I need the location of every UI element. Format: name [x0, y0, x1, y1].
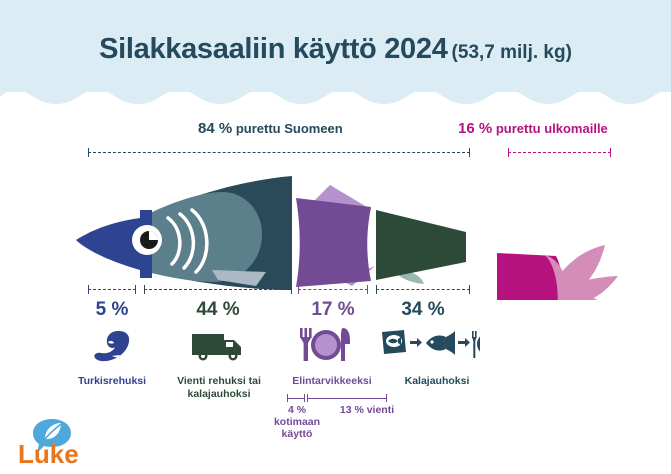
- gill-line-3: [190, 208, 209, 274]
- tail-peduncle-blend: [545, 255, 568, 300]
- header-banner: [0, 0, 671, 92]
- body-segment-green: [376, 210, 466, 280]
- sub-percent-domestic-line2: käyttö: [281, 428, 313, 440]
- wave-scallop-decoration: [0, 84, 671, 104]
- pectoral-fin: [212, 270, 266, 286]
- measure-cap-left: [144, 285, 145, 294]
- measure-cap-right: [135, 285, 136, 294]
- sub-measure-export: [307, 394, 387, 402]
- measure-line: [508, 152, 611, 153]
- sub-percent-export: 13 % vienti: [339, 404, 395, 416]
- segment-measure-teal: [376, 285, 470, 294]
- body-segment-purple: [296, 198, 371, 287]
- segment-label-vienti: Vienti rehuksi tai kalajauhoksi: [177, 375, 261, 400]
- logo-wordmark: Luke: [18, 439, 79, 467]
- snout-segment-blue: [76, 218, 140, 270]
- sub-measure-domestic: [287, 394, 305, 402]
- export-split-text: purettu ulkomaille: [495, 121, 608, 136]
- mink-icon: [94, 331, 130, 362]
- sub-percent-domestic-line1: kotimaan: [273, 416, 321, 428]
- segment-percent-turkisrehuksi: 5 %: [95, 299, 129, 320]
- plate-cutlery-icon: [300, 328, 350, 361]
- eye-highlight: [149, 231, 158, 240]
- measure-cap-right: [469, 285, 470, 294]
- sub-percent-domestic-value: 4 %: [287, 404, 307, 416]
- export-split-percent: 16 %: [458, 120, 493, 137]
- segment-label-kalajauhoksi: Kalajauhoksi: [404, 375, 470, 387]
- gill-plate: [140, 192, 262, 282]
- export-split-label: 16 % purettu ulkomaille: [458, 120, 608, 137]
- truck-icon: [192, 334, 241, 361]
- fish-illustration: [76, 176, 618, 300]
- segment-percent-vienti: 44 %: [196, 299, 240, 320]
- measure-cap-right: [291, 285, 292, 294]
- logo-leaf-vein: [44, 423, 62, 440]
- sub-measure-cap-right: [304, 394, 305, 402]
- measure-cap-left: [376, 285, 377, 294]
- measure-line: [376, 289, 470, 290]
- measure-cap-left: [298, 285, 299, 294]
- domestic-measure-bar: [88, 148, 470, 157]
- measure-cap-left: [88, 285, 89, 294]
- segment-label-elintarvikkeeksi: Elintarvikkeeksi: [292, 375, 372, 387]
- title-subtitle-text: (53,7 milj. kg): [451, 42, 572, 63]
- measure-cap-right: [610, 148, 611, 157]
- export-measure-bar: [508, 148, 611, 157]
- segment-measure-blue: [88, 285, 136, 294]
- segment-percent-kalajauhoksi: 34 %: [401, 299, 445, 320]
- page-title: Silakkasaaliin käyttö 2024 (53,7 milj. kg…: [0, 33, 671, 66]
- tail-peduncle: [497, 253, 564, 300]
- measure-cap-right: [367, 285, 368, 294]
- measure-cap-right: [469, 148, 470, 157]
- sub-measure-cap-left: [287, 394, 288, 402]
- domestic-split-text: purettu Suomeen: [235, 121, 343, 136]
- sub-measure-cap-right: [386, 394, 387, 402]
- segment-percent-elintarvikkeeksi: 17 %: [311, 299, 355, 320]
- gill-line-1: [166, 216, 182, 266]
- measure-line: [144, 289, 292, 290]
- measure-cap-left: [88, 148, 89, 157]
- sub-measure-line: [307, 397, 387, 399]
- measure-line: [88, 152, 470, 153]
- segment-label-turkisrehuksi: Turkisrehuksi: [77, 375, 147, 387]
- feedbag-fish-plate-icon: [382, 330, 480, 358]
- measure-line: [298, 289, 368, 290]
- domestic-split-label: 84 % purettu Suomeen: [198, 120, 343, 137]
- sub-measure-line: [287, 397, 305, 399]
- domestic-split-percent: 84 %: [198, 120, 233, 137]
- sub-measure-cap-left: [307, 394, 308, 402]
- sub-percent-domestic: 4 % kotimaan käyttö: [270, 404, 324, 440]
- segment-measure-green: [144, 285, 292, 294]
- segment-measure-purple: [298, 285, 368, 294]
- gill-line-2: [178, 212, 196, 270]
- measure-line: [88, 289, 136, 290]
- measure-cap-left: [508, 148, 509, 157]
- luke-logo[interactable]: Luke: [14, 415, 94, 467]
- title-main-text: Silakkasaaliin käyttö 2024: [99, 33, 448, 65]
